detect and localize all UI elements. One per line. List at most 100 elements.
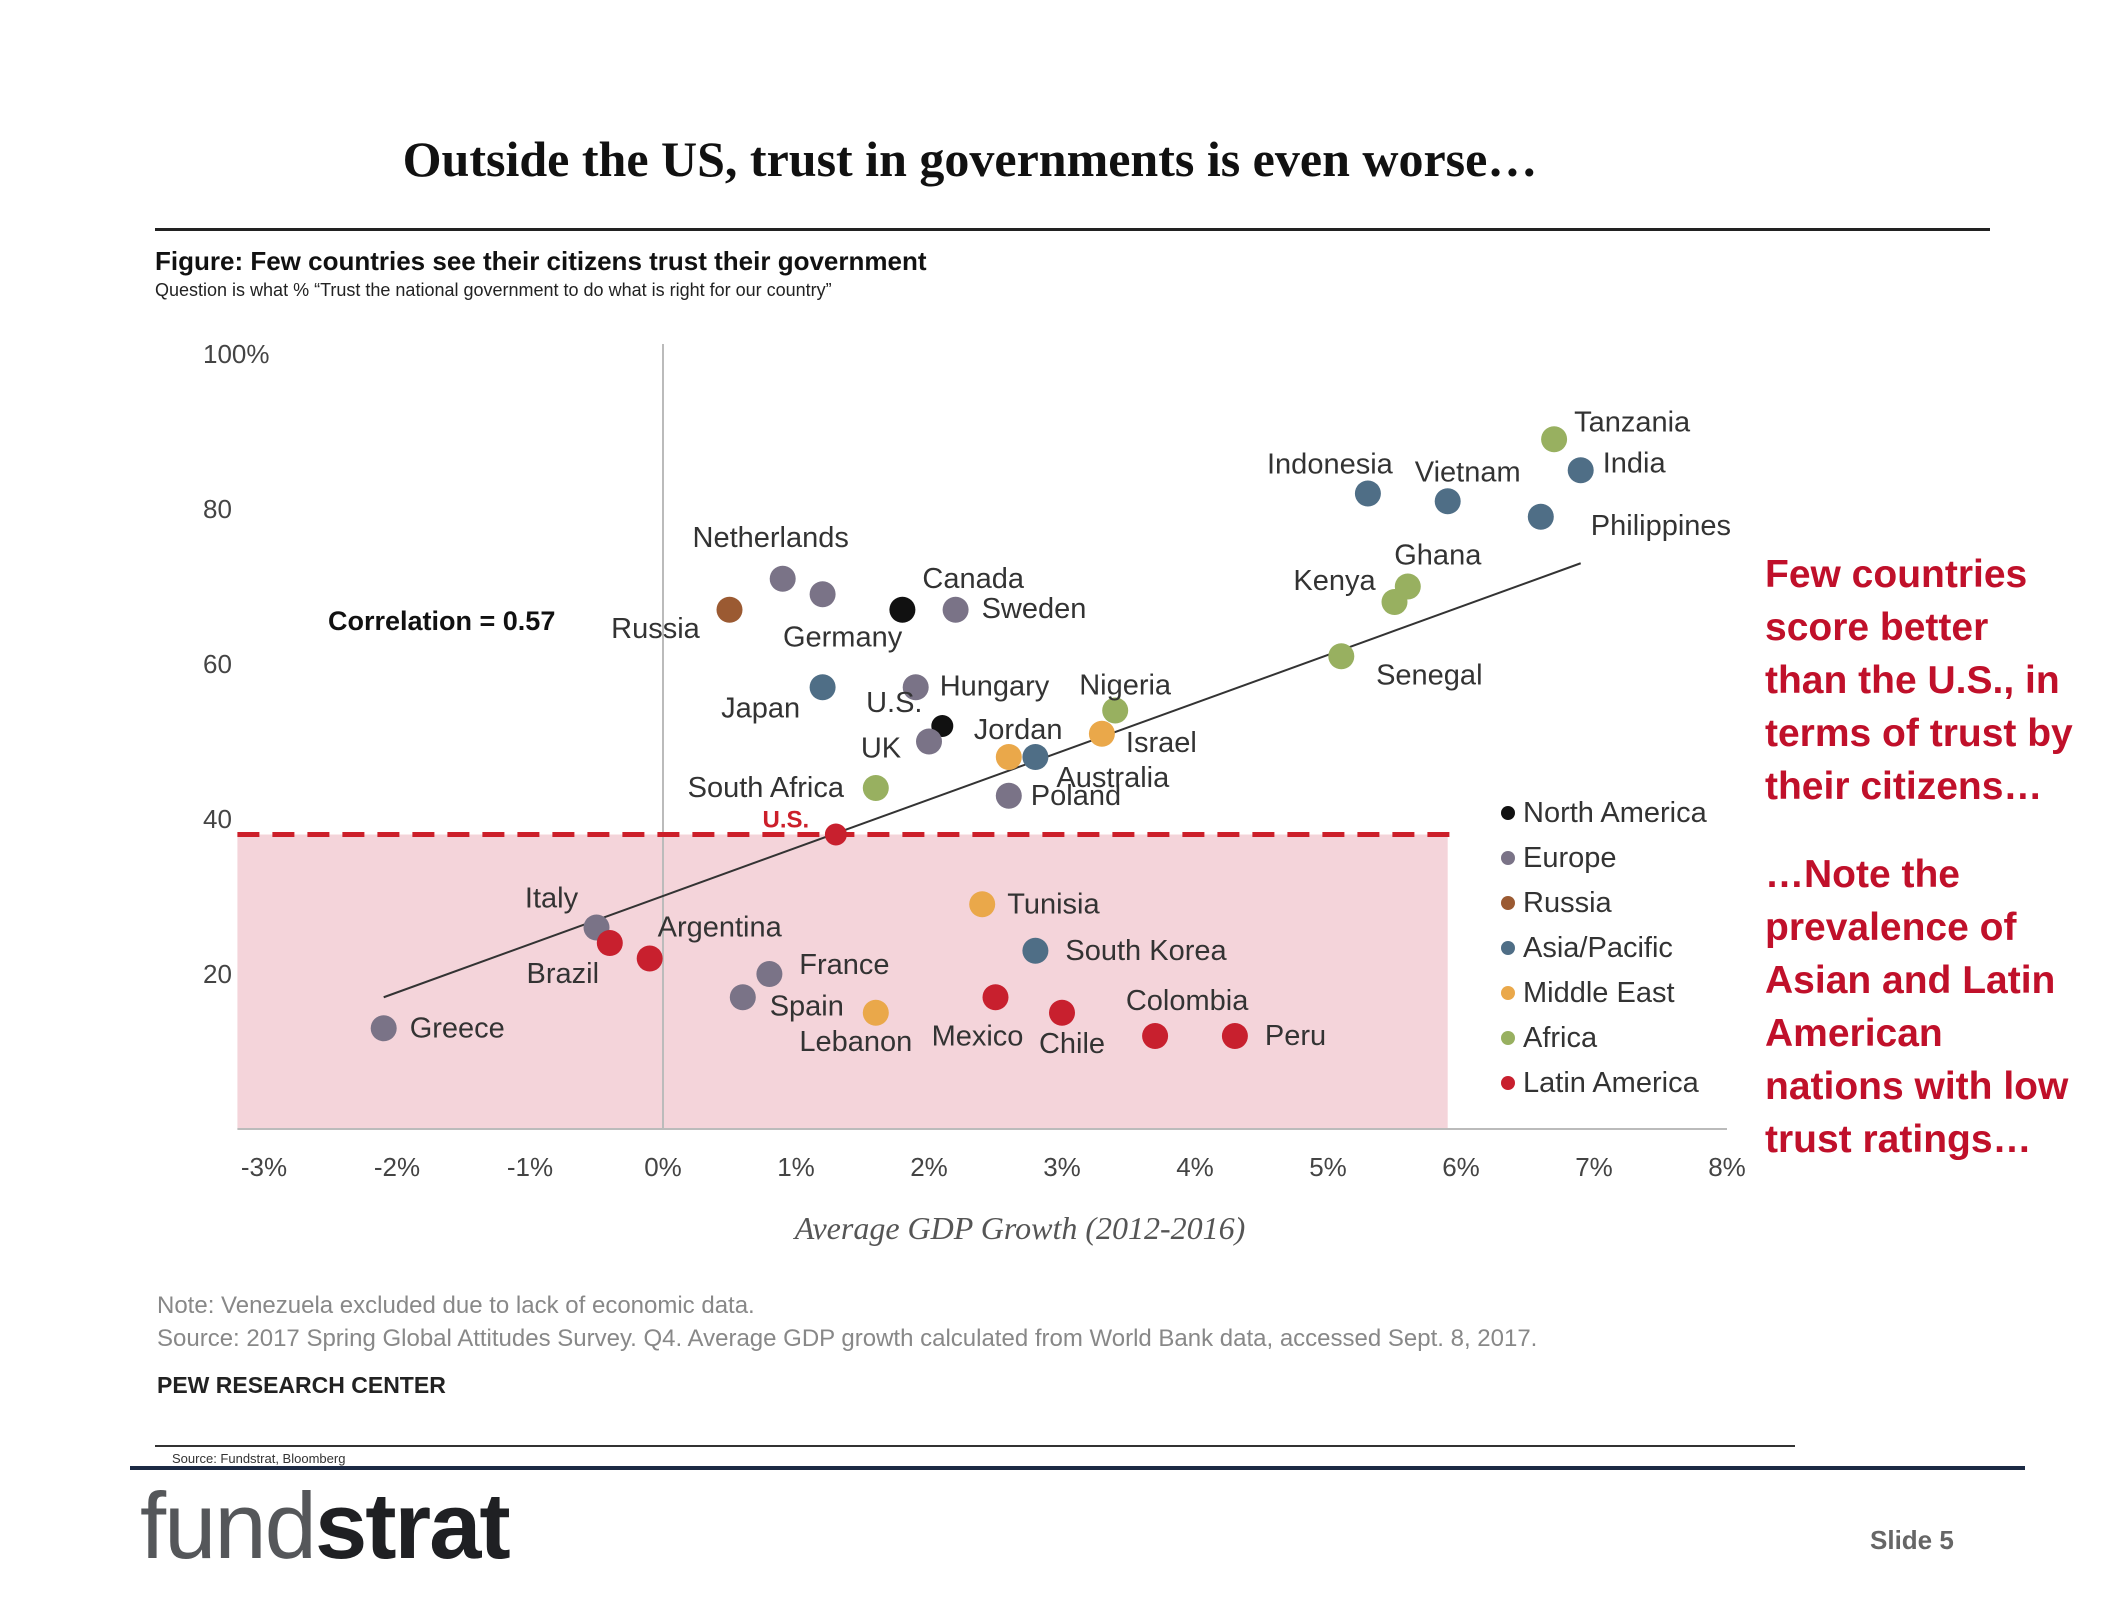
pew-research-label: PEW RESEARCH CENTER — [157, 1372, 446, 1398]
y-tick-label: 40 — [203, 804, 232, 834]
point-label: Netherlands — [693, 522, 849, 554]
x-tick-label: 8% — [1708, 1152, 1746, 1182]
fundstrat-source: Source: Fundstrat, Bloomberg — [172, 1451, 346, 1466]
legend-dot — [1501, 896, 1515, 910]
point-japan — [809, 674, 836, 701]
callout-line: …Note the — [1765, 853, 1960, 896]
point-label: Poland — [1031, 780, 1121, 812]
point-france — [756, 961, 783, 987]
y-tick-label: 60 — [203, 649, 232, 679]
point-chile — [1049, 999, 1075, 1026]
point-sweden — [942, 596, 969, 623]
callout-spacer — [1765, 813, 2095, 848]
point-canada — [889, 596, 916, 623]
point-label: Vietnam — [1415, 456, 1521, 488]
axes-layer: -3% -2% -1% 0% 1% 2% 3% 4% 5% 6% 7% 8% 20 40 60 80 100% C… — [203, 339, 1746, 1182]
callout-line: than the U.S., in — [1765, 659, 2060, 702]
point-mexico — [982, 984, 1009, 1011]
point-label: Senegal — [1376, 659, 1482, 691]
point-label: Mexico — [932, 1020, 1024, 1052]
correlation-label: Correlation = 0.57 — [328, 606, 555, 636]
point-label: U.S. — [763, 807, 810, 834]
trend-line-layer — [383, 562, 1582, 999]
point-israel — [1088, 720, 1115, 747]
source-divider — [155, 1445, 1795, 1447]
point-australia — [1022, 744, 1049, 770]
point-kenya — [1381, 589, 1408, 615]
point-label: Chile — [1039, 1028, 1105, 1060]
point-label: South Africa — [688, 772, 845, 804]
point-label: Argentina — [658, 912, 783, 944]
point-label: Sweden — [982, 593, 1087, 625]
point-label: Greece — [410, 1012, 505, 1044]
logo-text-fund: fund — [140, 1473, 317, 1578]
points-layer — [370, 426, 1594, 1049]
legend-entry: Russia — [1523, 887, 1613, 919]
x-tick-label: -1% — [507, 1152, 553, 1182]
x-tick-label: 4% — [1176, 1152, 1214, 1182]
chart-source: Source: 2017 Spring Global Attitudes Sur… — [157, 1325, 1538, 1352]
point-label: Indonesia — [1267, 449, 1394, 481]
point-russia — [716, 596, 743, 623]
point-label: Italy — [525, 883, 579, 915]
callout-line: American — [1765, 1012, 1943, 1055]
x-tick-label: 1% — [777, 1152, 815, 1182]
point-colombia — [1142, 1023, 1169, 1049]
y-tick-label: 20 — [203, 959, 232, 989]
callout-text: Few countries score better than the U.S.… — [1765, 548, 2095, 1166]
point-tunisia — [969, 891, 996, 918]
point-poland — [995, 782, 1022, 809]
x-tick-label: 7% — [1575, 1152, 1613, 1182]
legend-dot — [1501, 851, 1515, 865]
x-tick-label: 0% — [644, 1152, 682, 1182]
x-tick-label: 6% — [1442, 1152, 1480, 1182]
point-label: France — [799, 949, 889, 981]
point-greece — [370, 1015, 397, 1042]
callout-line: Few countries — [1765, 553, 2028, 596]
point-hungary — [902, 674, 929, 701]
point-label: Israel — [1126, 727, 1197, 759]
point-philippines — [1527, 503, 1554, 530]
figure-subtitle: Question is what % “Trust the national g… — [155, 280, 832, 300]
point-germany — [809, 581, 836, 608]
legend-dot — [1501, 1076, 1515, 1090]
point-vietnam — [1434, 488, 1461, 515]
point-lebanon — [862, 999, 889, 1026]
callout-line: terms of trust by — [1765, 712, 2073, 755]
point-label: Philippines — [1591, 510, 1731, 542]
x-axis-label: Average GDP Growth (2012-2016) — [794, 1210, 1246, 1246]
legend-entry: Africa — [1523, 1022, 1598, 1054]
point-peru — [1221, 1023, 1248, 1049]
callout-line: trust ratings… — [1765, 1118, 2032, 1161]
point-spain — [729, 984, 756, 1011]
legend-dot — [1501, 986, 1515, 1000]
low-trust-region — [237, 834, 1448, 1129]
slide-title: Outside the US, trust in governments is … — [402, 131, 1538, 187]
point-indonesia — [1354, 480, 1381, 507]
callout-line: prevalence of — [1765, 906, 2017, 949]
legend-layer: North America Europe Russia Asia/Pacific Mid… — [1501, 797, 1708, 1099]
scatter-chart: -3% -2% -1% 0% 1% 2% 3% 4% 5% 6% 7% 8% 20 40 60 80 100% C… — [203, 339, 1746, 1182]
legend-dot — [1501, 806, 1515, 820]
point-label: South Korea — [1065, 935, 1227, 967]
point-label: UK — [861, 733, 902, 765]
callout-line: nations with low — [1765, 1065, 2069, 1108]
point-india — [1567, 457, 1594, 484]
legend-entry: Asia/Pacific — [1523, 932, 1673, 964]
point-label: Colombia — [1126, 985, 1249, 1017]
x-tick-label: 5% — [1309, 1152, 1347, 1182]
legend-dot — [1501, 941, 1515, 955]
logo-text-strat: strat — [314, 1473, 511, 1578]
footer-divider — [130, 1466, 2025, 1470]
figure-title: Figure: Few countries see their citizens… — [155, 246, 927, 276]
point-label: Jordan — [974, 714, 1063, 746]
point-uk — [916, 728, 942, 755]
x-tick-label: -3% — [241, 1152, 287, 1182]
trend-line — [383, 562, 1582, 999]
point-label: Canada — [922, 563, 1024, 595]
point-label: Kenya — [1293, 565, 1376, 597]
point-label: Brazil — [527, 958, 600, 990]
point-u-s- — [824, 823, 847, 846]
point-south-korea — [1022, 937, 1049, 964]
point-label: India — [1603, 447, 1667, 479]
